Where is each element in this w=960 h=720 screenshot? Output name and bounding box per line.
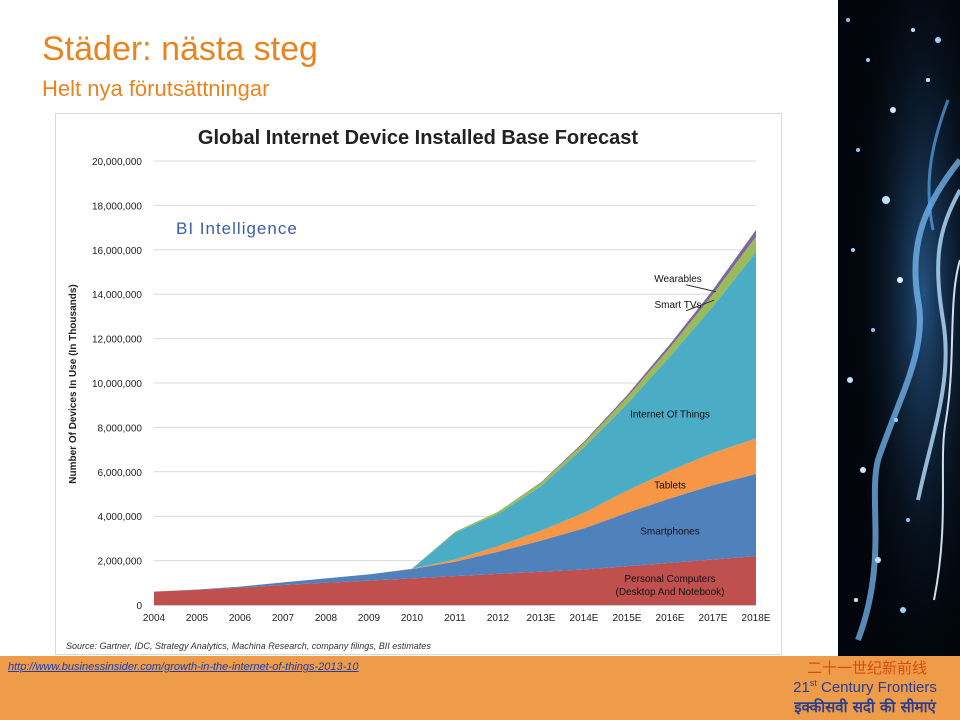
series-label: Tablets: [654, 481, 686, 492]
x-tick-label: 2012: [487, 613, 510, 624]
wearables-leader-line: [685, 284, 717, 293]
footer-en-prefix: 21: [793, 679, 810, 696]
series-label: Smart TVs: [654, 300, 701, 311]
y-tick-label: 18,000,000: [92, 201, 142, 212]
series-area: [154, 474, 756, 592]
series-label: (Desktop And Notebook): [616, 587, 725, 598]
series-label: Wearables: [654, 274, 702, 285]
x-tick-label: 2011: [444, 613, 466, 624]
footer-english-text: 21st Century Frontiers: [770, 678, 960, 696]
water-splash-image: [838, 0, 960, 656]
x-tick-label: 2005: [186, 613, 209, 624]
y-tick-label: 16,000,000: [92, 246, 142, 257]
y-axis-label: Number Of Devices In Use (In Thousands): [68, 284, 79, 483]
y-tick-label: 0: [136, 601, 142, 612]
bi-intelligence-watermark: BI Intelligence: [176, 219, 298, 238]
x-tick-label: 2017E: [699, 613, 728, 624]
x-tick-label: 2008: [315, 613, 338, 624]
smart-tvs-leader-line: [685, 299, 715, 312]
footer-chinese-text: 二十一世纪新前线: [806, 659, 927, 677]
x-tick-label: 2007: [272, 613, 295, 624]
y-tick-label: 20,000,000: [92, 157, 142, 168]
series-area: [154, 252, 756, 592]
x-tick-label: 2013E: [527, 613, 556, 624]
series-area: [154, 438, 756, 592]
footer-hindi-text: इक्कीसवी सदी की सीमाएं: [794, 698, 936, 716]
source-link[interactable]: http://www.businessinsider.com/growth-in…: [8, 661, 359, 673]
y-tick-label: 14,000,000: [92, 290, 142, 301]
chart-source: Source: Gartner, IDC, Strategy Analytics…: [66, 641, 431, 651]
slide-title: Städer: nästa steg: [42, 30, 318, 68]
y-tick-label: 10,000,000: [92, 379, 142, 390]
series-area: [154, 556, 756, 605]
slide-subtitle: Helt nya förutsättningar: [42, 76, 270, 101]
y-tick-label: 4,000,000: [98, 512, 143, 523]
series-label: Smartphones: [640, 527, 699, 538]
device-forecast-chart: Global Internet Device Installed Base Fo…: [66, 127, 771, 651]
water-splash-graphic: [838, 0, 960, 656]
x-axis-ticks: 2004 2005 2006 2007 2008 2009 2010 2011 2012 2013…: [143, 613, 771, 624]
chart-areas: [154, 229, 756, 605]
y-axis-ticks: 0 2,000,000 4,000,000 6,000,000 8,000,000 10,…: [92, 157, 143, 612]
series-label: Internet Of Things: [630, 410, 710, 421]
x-tick-label: 2004: [143, 613, 166, 624]
y-tick-label: 6,000,000: [98, 468, 143, 479]
x-tick-label: 2009: [358, 613, 381, 624]
y-tick-label: 8,000,000: [98, 423, 143, 434]
footer-en-suffix: Century Frontiers: [816, 679, 937, 696]
x-tick-label: 2018E: [742, 613, 771, 624]
x-tick-label: 2010: [401, 613, 424, 624]
chart-title: Global Internet Device Installed Base Fo…: [198, 127, 638, 149]
x-tick-label: 2016E: [656, 613, 685, 624]
footer-en-sup: st: [809, 678, 817, 688]
series-label: Personal Computers: [624, 574, 715, 585]
chart-panel: Global Internet Device Installed Base Fo…: [55, 113, 782, 655]
series-labels: Personal Computers (Desktop And Notebook)…: [616, 274, 725, 598]
y-tick-label: 2,000,000: [98, 557, 143, 568]
y-tick-label: 12,000,000: [92, 335, 142, 346]
x-tick-label: 2015E: [613, 613, 642, 624]
footer-bar: [0, 656, 960, 720]
x-tick-label: 2006: [229, 613, 252, 624]
x-tick-label: 2014E: [570, 613, 599, 624]
